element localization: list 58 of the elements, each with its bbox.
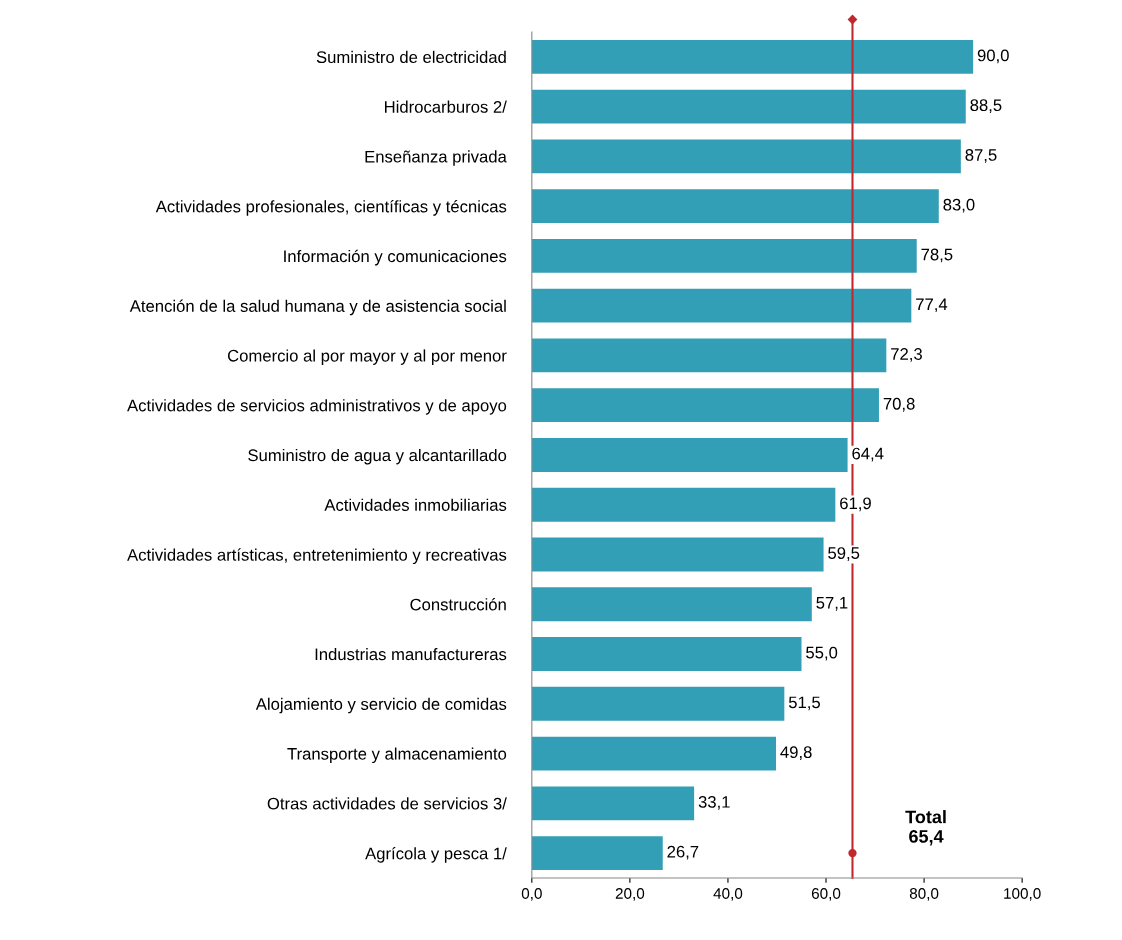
data-label: 64,4	[852, 447, 884, 462]
y-tick-label: Actividades de servicios administrativos y de apoyo	[127, 399, 507, 415]
x-tick-label: 80,0	[909, 888, 939, 901]
y-tick-label: Industrias manufactureras	[315, 647, 507, 661]
bar	[531, 139, 961, 174]
data-label: 49,8	[780, 746, 812, 760]
bar	[531, 537, 824, 572]
data-label: 70,8	[883, 397, 915, 412]
bar	[531, 189, 939, 224]
bar	[531, 238, 917, 273]
y-tick-label: Transporte y almacenamiento	[287, 747, 507, 764]
data-label: 78,5	[921, 248, 953, 263]
data-label: 61,9	[840, 497, 871, 512]
data-label: 87,5	[965, 149, 997, 163]
x-tick-label: 100,0	[1004, 888, 1041, 901]
x-tick-label: 40,0	[713, 888, 743, 901]
y-tick-label: Comercio al por mayor y al por menor	[227, 349, 507, 365]
y-tick-label: Suministro de agua y alcantarillado	[248, 448, 507, 465]
y-tick-label: Hidrocarburos 2/	[385, 100, 507, 113]
y-tick-label: Información y comunicaciones	[284, 249, 507, 266]
bar	[531, 836, 663, 870]
y-tick-label: Enseñanza privada	[365, 150, 507, 166]
bar	[531, 736, 776, 771]
data-label: 90,0	[977, 49, 1009, 64]
y-tick-label: Agrícola y pesca 1/	[365, 846, 507, 863]
data-label: 55,0	[806, 646, 838, 661]
bar	[531, 487, 836, 522]
y-tick-label: Suministro de electricidad	[316, 50, 506, 64]
bar	[531, 39, 974, 74]
bar	[531, 388, 879, 423]
y-tick-label: Atención de la salud humana y de asistencia social	[129, 299, 506, 316]
bar	[531, 89, 966, 124]
bar	[531, 637, 802, 671]
y-tick-label: Construcción	[410, 598, 506, 611]
bar	[531, 686, 785, 721]
data-label: 88,5	[970, 99, 1002, 114]
bar	[531, 438, 848, 472]
y-tick-label: Otras actividades de servicios 3/	[267, 797, 507, 810]
data-label: 33,1	[698, 795, 730, 810]
data-label: 57,1	[816, 597, 848, 611]
y-tick-label: Alojamiento y servicio de comidas	[255, 697, 507, 714]
bar	[531, 288, 912, 323]
bar	[531, 587, 812, 622]
data-label: 26,7	[667, 845, 699, 860]
data-label: 59,5	[828, 547, 860, 561]
data-label: 51,5	[788, 696, 820, 711]
y-tick-label: Actividades artísticas, entretenimiento y recreativas	[127, 548, 507, 565]
y-tick-label: Actividades profesionales, científicas y técnicas	[155, 200, 507, 216]
bar	[531, 338, 887, 373]
data-label: 83,0	[943, 198, 975, 213]
data-label: 72,3	[891, 348, 922, 362]
x-tick-label: 0,0	[521, 888, 542, 901]
x-tick-label: 60,0	[811, 888, 841, 901]
bar	[531, 786, 695, 821]
ref-line-label: Total 65,4	[905, 810, 946, 846]
x-tick-label: 20,0	[615, 888, 645, 901]
y-tick-label: Actividades inmobiliarias	[324, 498, 507, 511]
data-label: 77,4	[916, 298, 948, 313]
